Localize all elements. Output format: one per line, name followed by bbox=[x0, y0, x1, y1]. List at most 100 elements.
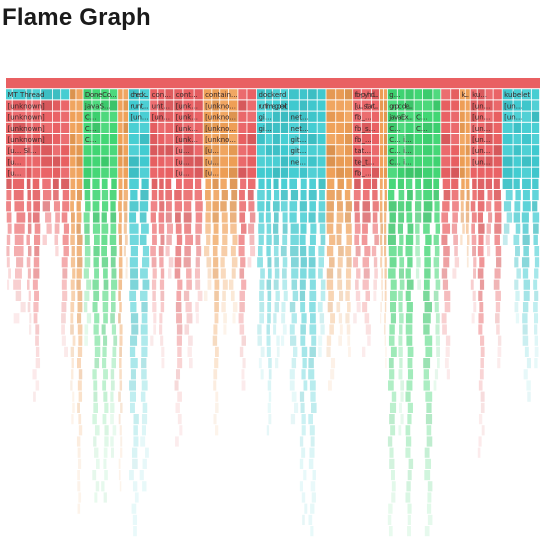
flame-frame[interactable] bbox=[451, 100, 460, 111]
flame-frame[interactable] bbox=[309, 302, 316, 313]
flame-frame[interactable] bbox=[473, 302, 477, 313]
flame-frame[interactable] bbox=[300, 302, 306, 313]
flame-frame[interactable] bbox=[309, 178, 316, 189]
flame-frame[interactable] bbox=[317, 111, 326, 122]
flame-frame[interactable] bbox=[390, 279, 397, 290]
flame-frame[interactable] bbox=[532, 178, 539, 189]
flame-frame[interactable] bbox=[32, 279, 38, 290]
flame-frame[interactable] bbox=[6, 145, 12, 156]
flame-frame[interactable] bbox=[477, 178, 485, 189]
flame-frame[interactable] bbox=[405, 313, 413, 324]
flame-frame[interactable] bbox=[129, 212, 137, 223]
flame-frame[interactable] bbox=[387, 514, 392, 525]
flame-frame[interactable] bbox=[385, 346, 387, 357]
flame-frame[interactable] bbox=[451, 89, 460, 100]
flame-frame[interactable] bbox=[42, 178, 51, 189]
flame-frame[interactable] bbox=[27, 302, 31, 313]
flame-frame[interactable] bbox=[441, 100, 451, 111]
flame-frame[interactable] bbox=[472, 190, 477, 201]
flame-frame[interactable] bbox=[230, 212, 237, 223]
flame-frame[interactable] bbox=[183, 134, 194, 145]
flame-frame[interactable] bbox=[289, 201, 298, 212]
flame-frame[interactable] bbox=[495, 313, 500, 324]
flame-frame[interactable] bbox=[265, 167, 272, 178]
flame-frame[interactable] bbox=[406, 481, 411, 492]
flame-frame[interactable] bbox=[118, 470, 121, 481]
flame-frame[interactable] bbox=[150, 156, 158, 167]
flame-frame[interactable] bbox=[282, 223, 288, 234]
flame-frame[interactable] bbox=[388, 358, 394, 369]
flame-frame[interactable] bbox=[478, 223, 485, 234]
flame-frame[interactable] bbox=[389, 402, 397, 413]
flame-frame[interactable] bbox=[77, 470, 80, 481]
flame-frame[interactable] bbox=[52, 178, 59, 189]
flame-frame[interactable] bbox=[381, 279, 383, 290]
flame-frame[interactable] bbox=[384, 190, 387, 201]
flame-frame[interactable] bbox=[13, 279, 21, 290]
flame-frame[interactable] bbox=[241, 380, 246, 391]
flame-frame[interactable] bbox=[220, 134, 229, 145]
flame-frame[interactable] bbox=[486, 201, 492, 212]
flame-frame[interactable] bbox=[150, 246, 156, 257]
flame-frame[interactable] bbox=[292, 290, 299, 301]
flame-frame[interactable] bbox=[101, 257, 109, 268]
flame-frame[interactable] bbox=[534, 358, 538, 369]
flame-frame[interactable] bbox=[379, 190, 383, 201]
flame-frame-root[interactable] bbox=[6, 78, 540, 89]
flame-frame[interactable] bbox=[54, 234, 59, 245]
flame-frame[interactable] bbox=[83, 212, 90, 223]
flame-frame[interactable] bbox=[92, 89, 101, 100]
flame-frame[interactable] bbox=[390, 346, 397, 357]
flame-frame[interactable] bbox=[220, 145, 229, 156]
flame-frame[interactable] bbox=[425, 346, 433, 357]
flame-frame[interactable] bbox=[71, 369, 74, 380]
flame-frame[interactable] bbox=[212, 111, 220, 122]
flame-frame[interactable] bbox=[222, 234, 228, 245]
flame-frame[interactable] bbox=[266, 335, 271, 346]
flame-frame[interactable] bbox=[212, 178, 219, 189]
flame-frame[interactable] bbox=[258, 358, 262, 369]
flame-frame[interactable] bbox=[266, 425, 270, 436]
flame-frame[interactable] bbox=[76, 190, 82, 201]
flame-frame[interactable] bbox=[130, 246, 138, 257]
flame-frame[interactable] bbox=[175, 436, 179, 447]
flame-frame[interactable] bbox=[42, 234, 47, 245]
flame-frame[interactable] bbox=[318, 201, 326, 212]
flame-frame[interactable] bbox=[14, 223, 25, 234]
flame-frame[interactable] bbox=[123, 134, 129, 145]
flame-frame[interactable] bbox=[94, 268, 99, 279]
flame-frame[interactable] bbox=[76, 156, 83, 167]
flame-frame[interactable] bbox=[354, 178, 361, 189]
flame-frame[interactable] bbox=[515, 223, 521, 234]
flame-frame[interactable] bbox=[459, 167, 465, 178]
flame-frame[interactable] bbox=[405, 201, 412, 212]
flame-frame[interactable] bbox=[477, 212, 484, 223]
flame-frame[interactable] bbox=[61, 279, 67, 290]
flame-frame[interactable] bbox=[310, 313, 316, 324]
flame-frame[interactable] bbox=[220, 89, 229, 100]
flame-frame[interactable] bbox=[7, 279, 10, 290]
flame-frame[interactable] bbox=[203, 134, 212, 145]
flame-frame[interactable] bbox=[158, 246, 164, 257]
flame-frame[interactable] bbox=[424, 257, 431, 268]
flame-frame[interactable] bbox=[308, 268, 316, 279]
flame-frame[interactable] bbox=[35, 358, 41, 369]
flame-frame[interactable] bbox=[435, 223, 440, 234]
flame-frame[interactable] bbox=[93, 380, 98, 391]
flame-frame[interactable] bbox=[203, 89, 212, 100]
flame-frame[interactable] bbox=[174, 167, 183, 178]
flame-frame[interactable] bbox=[109, 156, 118, 167]
flame-frame[interactable] bbox=[470, 279, 474, 290]
flame-frame[interactable] bbox=[289, 122, 299, 133]
flame-frame[interactable] bbox=[111, 268, 117, 279]
flame-frame[interactable] bbox=[308, 212, 316, 223]
flame-frame[interactable] bbox=[414, 167, 423, 178]
flame-frame[interactable] bbox=[405, 178, 413, 189]
flame-frame[interactable] bbox=[471, 234, 477, 245]
flame-frame[interactable] bbox=[32, 89, 41, 100]
flame-frame[interactable] bbox=[15, 290, 22, 301]
flame-frame[interactable] bbox=[130, 402, 135, 413]
flame-frame[interactable] bbox=[61, 167, 70, 178]
flame-frame[interactable] bbox=[485, 89, 493, 100]
flame-frame[interactable] bbox=[380, 313, 382, 324]
